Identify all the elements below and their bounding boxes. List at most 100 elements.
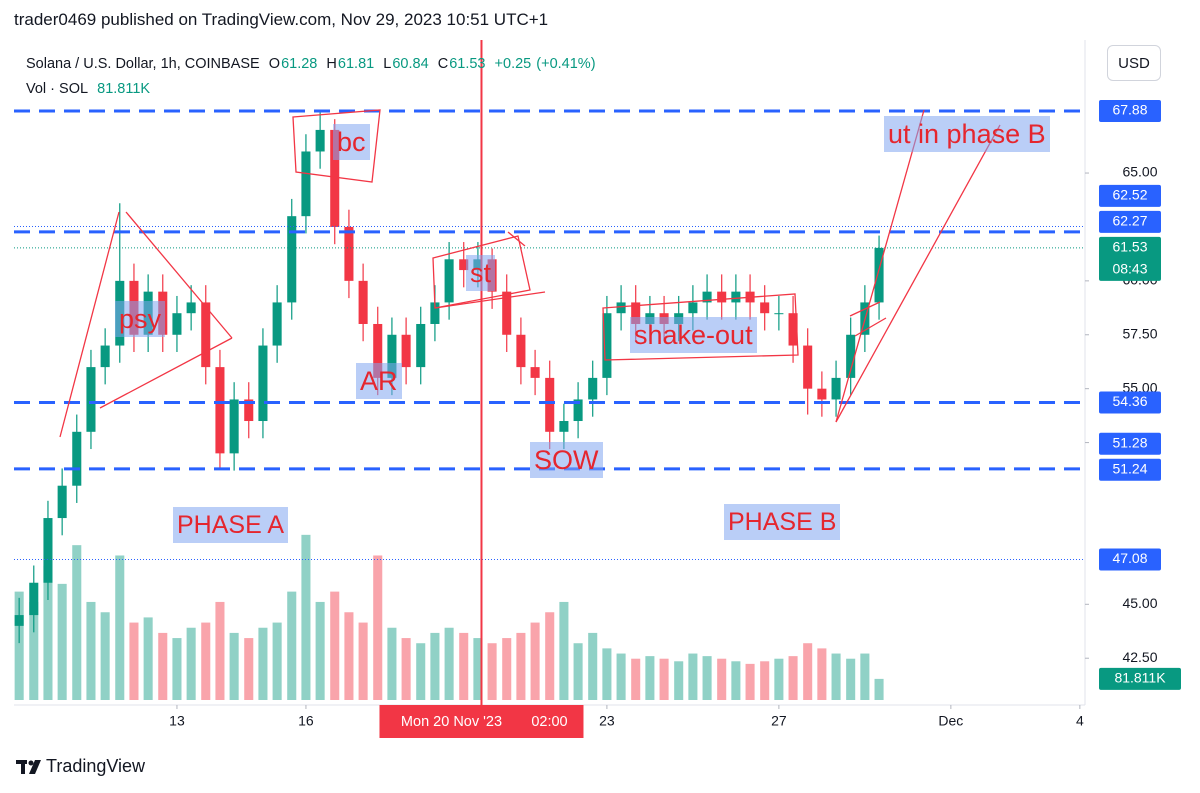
volume-bar bbox=[100, 612, 110, 700]
ohlc-key: O bbox=[268, 56, 281, 72]
volume-bar bbox=[731, 661, 741, 700]
volume-bar bbox=[545, 612, 555, 700]
ohlc-key: L bbox=[383, 56, 392, 72]
annotation: shake-out bbox=[630, 317, 757, 353]
volume-bar bbox=[344, 612, 354, 700]
currency-button[interactable]: USD bbox=[1107, 45, 1161, 81]
publish-header: trader0469 published on TradingView.com,… bbox=[14, 10, 549, 29]
candle-body bbox=[631, 302, 641, 324]
volume-bar bbox=[487, 643, 497, 700]
volume-bar bbox=[143, 617, 153, 700]
candle-body bbox=[616, 302, 626, 314]
price-label: 47.08 bbox=[1112, 550, 1147, 566]
volume-bar bbox=[172, 638, 182, 700]
candle-body bbox=[702, 291, 712, 303]
volume-bar bbox=[616, 653, 626, 700]
candle-body bbox=[301, 151, 311, 217]
candle-body bbox=[774, 313, 784, 315]
volume-bar bbox=[244, 638, 254, 700]
volume-bar bbox=[473, 638, 483, 700]
volume-bar bbox=[444, 627, 454, 700]
volume-bar bbox=[229, 632, 239, 700]
volume-bar bbox=[803, 643, 813, 700]
price-label: 61.53 bbox=[1112, 239, 1147, 255]
candle-body bbox=[602, 313, 612, 378]
volume-bar bbox=[430, 632, 440, 700]
candle-body bbox=[272, 302, 282, 346]
countdown: 08:43 bbox=[1112, 261, 1147, 277]
volume-bar bbox=[573, 643, 583, 700]
volume-bar bbox=[516, 632, 526, 700]
volume-bar bbox=[631, 658, 641, 700]
volume-bar bbox=[702, 656, 712, 700]
candle-body bbox=[588, 377, 598, 400]
volume-bar bbox=[301, 534, 311, 700]
price-label-box bbox=[1099, 432, 1161, 455]
volume-bar bbox=[788, 656, 798, 700]
candle-body bbox=[215, 367, 225, 454]
volume-bar bbox=[846, 658, 856, 700]
volume-bar bbox=[817, 648, 827, 700]
candle-body bbox=[229, 399, 239, 454]
st-box bbox=[432, 235, 531, 309]
x-tick-label: Dec bbox=[938, 713, 963, 729]
crosshair-date: Mon 20 Nov '23 bbox=[401, 714, 502, 730]
candle-body bbox=[86, 367, 96, 432]
volume-bar bbox=[373, 555, 383, 700]
x-tick-label: 23 bbox=[599, 713, 615, 729]
candle-body bbox=[516, 334, 526, 368]
candle-layer bbox=[14, 110, 884, 644]
candle-body bbox=[831, 377, 841, 400]
candle-body bbox=[315, 129, 325, 152]
price-label: 62.52 bbox=[1112, 187, 1147, 203]
volume-bar bbox=[258, 627, 268, 700]
candle-body bbox=[573, 399, 583, 422]
volume-bar bbox=[158, 632, 168, 700]
volume-bar bbox=[129, 622, 139, 700]
candle-body bbox=[43, 518, 53, 583]
candle-body bbox=[344, 226, 354, 281]
footer: TradingView bbox=[16, 756, 145, 777]
volume-bar bbox=[401, 638, 411, 700]
ohlc-value: 61.53 bbox=[449, 56, 486, 72]
candle-body bbox=[201, 302, 211, 368]
x-tick-label: 27 bbox=[771, 713, 787, 729]
volume-bar bbox=[416, 643, 426, 700]
price-label: 51.28 bbox=[1112, 434, 1147, 450]
legend-row: Vol · SOL 81.811K bbox=[26, 77, 597, 102]
x-tick-label: 13 bbox=[169, 713, 185, 729]
trend-line bbox=[507, 231, 526, 247]
candle-body bbox=[430, 302, 440, 324]
candle-body bbox=[760, 302, 770, 314]
candle-body bbox=[530, 367, 540, 378]
volume-label: 81.811K bbox=[1114, 670, 1166, 686]
candle-body bbox=[258, 345, 268, 422]
y-tick-label: 65.00 bbox=[1122, 164, 1157, 180]
y-tick-label: 45.00 bbox=[1122, 595, 1157, 611]
candle-body bbox=[803, 345, 813, 389]
volume-bar bbox=[287, 591, 297, 700]
trend-line bbox=[849, 301, 881, 317]
candle-body bbox=[401, 334, 411, 368]
ohlc-key: H bbox=[326, 56, 337, 72]
candle-body bbox=[846, 334, 856, 378]
trend-line bbox=[125, 211, 233, 339]
volume-bar bbox=[115, 555, 125, 700]
candle-body bbox=[358, 280, 368, 324]
candle-body bbox=[387, 334, 397, 378]
change: +0.25 bbox=[494, 56, 532, 72]
annotation: psy bbox=[115, 301, 166, 337]
candle-body bbox=[502, 291, 512, 335]
volume-bar bbox=[29, 601, 39, 700]
volume-bar bbox=[659, 658, 669, 700]
price-label-box bbox=[1099, 99, 1161, 122]
crosshair-time: 02:00 bbox=[531, 714, 567, 730]
ohlc-value: 60.84 bbox=[392, 56, 429, 72]
candle-body bbox=[459, 259, 469, 271]
bc-box bbox=[292, 109, 381, 183]
candle-body bbox=[444, 259, 454, 303]
trend-line bbox=[99, 337, 233, 409]
volume-bar bbox=[358, 622, 368, 700]
